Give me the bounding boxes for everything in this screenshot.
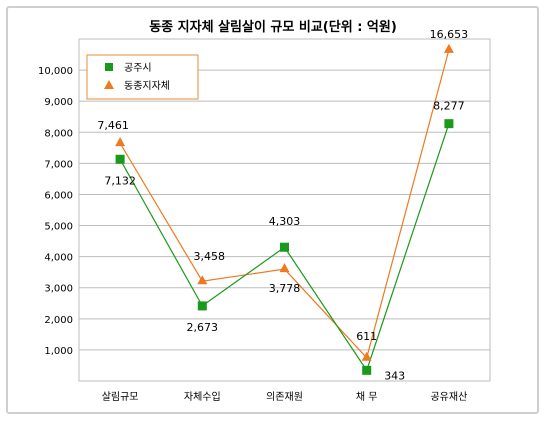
y-tick-label: 1,000 (44, 346, 73, 357)
legend-label-series-2: 동종지자체 (124, 80, 170, 92)
series-2-point (197, 275, 208, 285)
x-category-label: 살림규모 (102, 391, 139, 403)
data-labels: 7,132 2,673 4,303 343 8,277 7,461 3,458 3,778 61… (97, 28, 468, 382)
series-2-data-label: 611 (356, 330, 377, 343)
series-2-point (443, 43, 454, 53)
series-1-data-label: 4,303 (269, 215, 301, 228)
chart-title: 동종 지자체 살림살이 규모 비교(단위 : 억원) (149, 19, 397, 35)
series-1-point (115, 154, 125, 164)
series-2-point (279, 263, 290, 273)
x-category-label: 자체수입 (184, 390, 221, 403)
y-tick-label: 9,000 (44, 97, 73, 108)
series-1-point (197, 301, 207, 311)
y-tick-label: 6,000 (44, 190, 73, 201)
legend-box (86, 54, 199, 100)
series-2-data-label: 7,461 (97, 119, 129, 132)
series-2-point (361, 351, 372, 361)
y-tick-label: 3,000 (44, 284, 73, 295)
series-1-point (280, 242, 289, 252)
series-layer (115, 43, 454, 375)
series-2-data-label: 3,458 (194, 250, 226, 263)
series-2-data-label: 3,778 (269, 282, 301, 295)
x-axis-categories: 살림규모 자체수입 의존재원 채 무 공유재산 (102, 390, 468, 403)
series-2-data-label: 16,653 (430, 28, 469, 41)
series-1-data-label: 8,277 (433, 100, 465, 113)
series-1-data-label: 343 (384, 369, 405, 382)
x-category-label: 의존재원 (266, 391, 303, 403)
legend-marker-square (105, 63, 113, 71)
series-1-point (444, 119, 454, 129)
y-tick-label: 2,000 (44, 315, 73, 326)
y-tick-label: 5,000 (44, 222, 73, 233)
legend-marker-triangle (104, 80, 114, 89)
y-tick-label: 10,000 (38, 66, 73, 77)
y-tick-label: 8,000 (44, 128, 73, 139)
y-tick-label: 7,000 (44, 159, 73, 170)
legend-label-series-1: 공주시 (124, 62, 152, 74)
series-1-point (362, 365, 372, 375)
x-category-label: 공유재산 (430, 391, 467, 403)
grid-lines (79, 69, 490, 351)
x-category-label: 채 무 (356, 391, 378, 403)
series-1-data-label: 7,132 (104, 174, 136, 187)
series-1-data-label: 2,673 (187, 321, 219, 334)
series-2-point (115, 137, 126, 147)
y-tick-label: 4,000 (44, 253, 73, 264)
y-axis-ticks: 1,000 2,000 3,000 4,000 5,000 6,000 7,000 8,000… (38, 66, 73, 357)
